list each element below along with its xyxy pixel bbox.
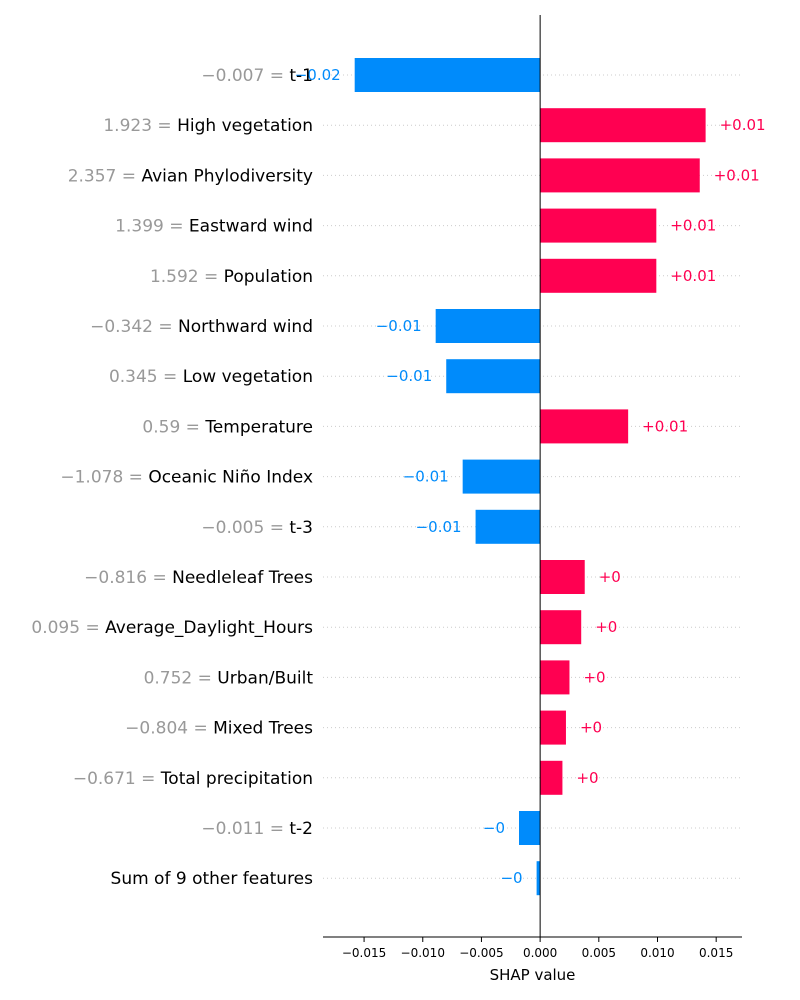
feature-label: −0.007 = t-1 [201, 66, 313, 86]
feature-label: −0.804 = Mixed Trees [125, 719, 313, 739]
x-tick-label: −0.015 [342, 946, 386, 960]
shap-bar [540, 108, 706, 143]
feature-label: −0.816 = Needleleaf Trees [84, 568, 313, 588]
shap-bar [540, 560, 585, 594]
feature-label: 1.592 = Population [150, 267, 313, 287]
feature-value: 0.752 = [144, 668, 218, 688]
feature-value: −1.078 = [60, 468, 148, 488]
feature-label: −0.342 = Northward wind [90, 317, 313, 337]
feature-name: Population [224, 267, 313, 287]
feature-name: Total precipitation [160, 769, 313, 789]
feature-value: −0.011 = [201, 819, 289, 839]
feature-value: 2.357 = [68, 166, 142, 186]
x-tick-label: −0.010 [401, 946, 445, 960]
bar-value-label: −0.01 [416, 518, 462, 536]
feature-value: 1.592 = [150, 267, 224, 287]
x-axis: SHAP value −0.015 −0.010 −0.005 0.000 0.005 0… [323, 936, 742, 984]
feature-label: 0.752 = Urban/Built [144, 668, 314, 688]
feature-label: 2.357 = Avian Phylodiversity [68, 166, 313, 186]
feature-name: Eastward wind [189, 217, 313, 237]
shap-bar [435, 309, 541, 343]
feature-name: Temperature [204, 417, 313, 437]
feature-name: Avian Phylodiversity [141, 166, 313, 186]
shap-bar [540, 710, 566, 745]
x-tick-label: 0.010 [640, 946, 674, 960]
shap-bar [536, 861, 541, 896]
shap-bar [540, 660, 570, 695]
feature-value: −0.005 = [201, 518, 289, 538]
bar-value-label: −0.01 [403, 468, 449, 486]
bar-value-label: −0.01 [386, 367, 432, 385]
bar-value-label: −0 [483, 819, 505, 837]
feature-name: Needleleaf Trees [172, 568, 313, 588]
shap-bar [446, 359, 541, 394]
feature-value: 0.095 = [31, 618, 105, 638]
feature-name: Average_Daylight_Hours [105, 618, 313, 638]
feature-label: 0.345 = Low vegetation [109, 367, 313, 387]
bar-value-label: −0 [500, 869, 522, 887]
x-tick-label: 0.005 [582, 946, 616, 960]
shap-bar [354, 58, 541, 92]
feature-name: t-2 [289, 819, 313, 839]
shap-bar [540, 610, 582, 645]
shap-bar [540, 760, 563, 795]
shap-bar [475, 509, 541, 544]
feature-name: t-1 [289, 66, 313, 86]
feature-value: −0.804 = [125, 719, 213, 739]
feature-label: 0.095 = Average_Daylight_Hours [31, 618, 313, 638]
feature-name: Oceanic Niño Index [148, 468, 313, 488]
shap-bar [540, 158, 700, 193]
bar-value-label: +0.01 [642, 417, 688, 435]
feature-label: −0.011 = t-2 [201, 819, 313, 839]
bar-value-label: +0 [599, 568, 621, 586]
shap-bar [540, 258, 657, 293]
feature-name: t-3 [289, 518, 313, 538]
feature-name: Urban/Built [217, 668, 313, 688]
x-axis-title: SHAP value [490, 966, 576, 984]
feature-value: 0.59 = [142, 417, 205, 437]
feature-label: −1.078 = Oceanic Niño Index [60, 468, 313, 488]
x-tick-label: −0.005 [459, 946, 503, 960]
feature-name: Mixed Trees [213, 719, 313, 739]
bar-value-label: +0.01 [670, 217, 716, 235]
bar-value-label: +0.01 [714, 166, 760, 184]
feature-value: −0.816 = [84, 568, 172, 588]
feature-label: −0.671 = Total precipitation [73, 769, 313, 789]
shap-bar [519, 811, 541, 845]
bar-value-label: +0 [595, 618, 617, 636]
feature-value: 1.923 = [103, 116, 177, 136]
shap-bar [540, 409, 629, 444]
x-tick-label: 0.000 [523, 946, 557, 960]
bar-value-label: −0.01 [376, 317, 422, 335]
bar-value-label: +0 [576, 769, 598, 787]
bar-value-label: +0 [580, 719, 602, 737]
feature-labels: −0.007 = t-1 1.923 = High vegetation 2.357… [31, 66, 313, 889]
feature-name: Low vegetation [183, 367, 313, 387]
feature-label: 1.923 = High vegetation [103, 116, 313, 136]
x-tick-label: 0.015 [699, 946, 733, 960]
bar-value-label: +0 [583, 668, 605, 686]
feature-name: Sum of 9 other features [111, 869, 314, 889]
feature-label: Sum of 9 other features [111, 869, 314, 889]
feature-value: −0.342 = [90, 317, 178, 337]
feature-label: 1.399 = Eastward wind [115, 217, 313, 237]
bar-value-label: +0.01 [670, 267, 716, 285]
feature-value: 1.399 = [115, 217, 189, 237]
feature-label: −0.005 = t-3 [201, 518, 313, 538]
shap-bar [462, 459, 541, 494]
feature-label: 0.59 = Temperature [142, 417, 313, 437]
feature-name: High vegetation [177, 116, 313, 136]
feature-value: −0.007 = [201, 66, 289, 86]
bars: −0.02 +0.01 +0.01 +0.01 +0.01 −0.01 −0.01 +0.01… [295, 58, 766, 896]
feature-name: Northward wind [178, 317, 313, 337]
feature-value: −0.671 = [73, 769, 161, 789]
feature-value: 0.345 = [109, 367, 183, 387]
bar-value-label: +0.01 [720, 116, 766, 134]
bar-value-label: −0.02 [295, 66, 341, 84]
shap-bar [540, 208, 657, 243]
